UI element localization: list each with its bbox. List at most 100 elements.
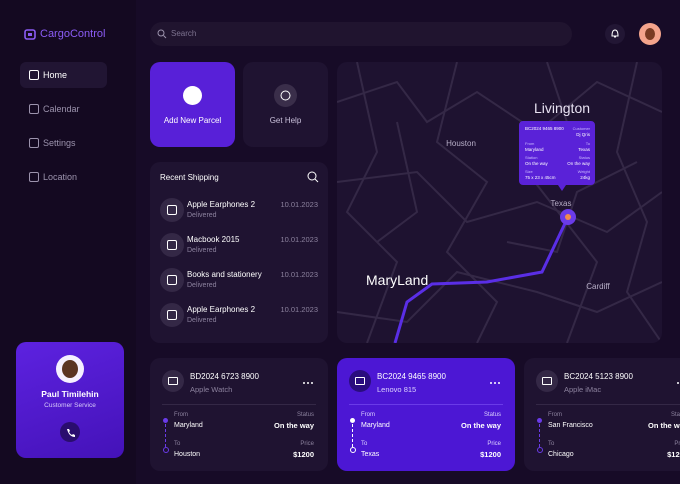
profile-avatar: [56, 355, 84, 383]
timeline-line: [539, 424, 540, 447]
nav-icon: [29, 104, 39, 114]
item-status: Delivered: [187, 212, 217, 219]
device-icon: [349, 370, 371, 392]
item-glyph: [167, 275, 177, 285]
from: Maryland: [174, 422, 203, 429]
map-popup: [519, 121, 595, 191]
menu-dot: [307, 382, 309, 384]
popup-text: Status: [579, 155, 590, 160]
item-icon: [160, 303, 184, 327]
timeline-dot: [350, 447, 356, 453]
timeline-dot: [537, 447, 543, 453]
card-device: Apple Watch: [190, 385, 233, 394]
item-status: Delivered: [187, 282, 217, 289]
divider: [349, 404, 503, 405]
item-glyph: [167, 240, 177, 250]
item-name: Books and stationery: [187, 270, 262, 279]
nav-item[interactable]: Calendar: [20, 96, 107, 122]
status: On the way: [647, 421, 680, 430]
menu-dot: [311, 382, 313, 384]
item-icon: [160, 198, 184, 222]
item-name: Macbook 2015: [187, 235, 240, 244]
notifications[interactable]: [605, 24, 625, 44]
price: $1200: [480, 450, 501, 459]
item-icon: [160, 233, 184, 257]
card-id: BC2024 9465 8900: [377, 372, 446, 381]
nav-icon: [29, 172, 39, 182]
card-id: BD2024 6723 8900: [190, 372, 259, 381]
price-label: Price: [300, 441, 314, 447]
action-label: Add New Parcel: [163, 116, 222, 125]
timeline-dot: [163, 447, 169, 453]
timeline-line: [352, 424, 353, 447]
logo-icon: [24, 29, 36, 40]
popup-text: Texas: [578, 147, 591, 152]
to: Texas: [361, 451, 380, 458]
user-avatar[interactable]: [639, 23, 661, 45]
item-name: Apple Earphones 2: [187, 200, 256, 209]
status-label: Status: [296, 412, 314, 418]
map: Livington Houston Texas MaryLand Cardiff…: [337, 62, 662, 343]
item-glyph: [167, 205, 177, 215]
popup-text: BC2024 9465 8900: [525, 126, 564, 131]
map-label: Livington: [534, 100, 590, 116]
from: San Francisco: [548, 422, 593, 429]
popup-text: To: [586, 141, 591, 146]
nav-item[interactable]: Location: [20, 164, 107, 190]
add-parcel-button[interactable]: Add New Parcel: [150, 62, 235, 147]
menu-dot: [490, 382, 492, 384]
menu-dot: [303, 382, 305, 384]
price-label: Price: [674, 441, 680, 447]
price-label: Price: [487, 441, 501, 447]
card-device: Apple iMac: [564, 385, 602, 394]
action-label: Get Help: [269, 116, 302, 125]
popup-text: Maryland: [525, 147, 544, 152]
from-label: From: [361, 412, 375, 418]
popup-text: 24kg: [580, 175, 590, 180]
to-label: To: [361, 441, 368, 447]
popup-text: On the way: [525, 161, 549, 166]
card-id: BC2024 5123 8900: [564, 372, 633, 381]
item-icon: [160, 268, 184, 292]
device-glyph: [355, 377, 365, 385]
nav-item[interactable]: Settings: [20, 130, 107, 156]
profile-card: Paul Timilehin Customer Service: [16, 342, 124, 458]
device-glyph: [168, 377, 178, 385]
nav-item[interactable]: Home: [20, 62, 107, 88]
profile-role: Customer Service: [44, 402, 96, 409]
device-icon: [162, 370, 184, 392]
from-label: From: [174, 412, 188, 418]
divider: [536, 404, 680, 405]
shipment-card[interactable]: BC2024 9465 8900 Lenovo 815 From Maryland St…: [337, 358, 515, 471]
to-label: To: [174, 441, 181, 447]
status: On the way: [273, 421, 314, 430]
status-label: Status: [670, 412, 680, 418]
brand: CargoControl: [40, 28, 106, 40]
to: Chicago: [548, 451, 574, 458]
shipment-card[interactable]: BC2024 5123 8900 Apple iMac From San Franci…: [524, 358, 680, 471]
section-title: Recent Shipping: [160, 173, 219, 182]
map-label: Houston: [446, 139, 476, 148]
timeline-dot: [163, 418, 168, 423]
timeline-dot: [350, 418, 355, 423]
popup-text: Dj Qris: [576, 132, 590, 137]
popup-text: On the way: [567, 161, 591, 166]
map-label: MaryLand: [366, 272, 428, 288]
item-name: Apple Earphones 2: [187, 305, 256, 314]
card-device: Lenovo 815: [377, 385, 417, 394]
get-help-button[interactable]: Get Help: [243, 62, 328, 147]
device-glyph: [542, 377, 552, 385]
call-button[interactable]: [60, 422, 80, 442]
popup-text: Station: [525, 155, 537, 160]
timeline-line: [165, 424, 166, 447]
search-bar[interactable]: Search: [150, 22, 572, 46]
from-label: From: [548, 412, 562, 418]
popup-text: Weight: [578, 169, 591, 174]
item-status: Delivered: [187, 317, 217, 324]
shipment-card[interactable]: BD2024 6723 8900 Apple Watch From Maryland S…: [150, 358, 328, 471]
route: [393, 216, 570, 343]
popup-text: Customer: [573, 126, 591, 131]
to-label: To: [548, 441, 555, 447]
item-status: Delivered: [187, 247, 217, 254]
popup-text: 75 x 23 x 45cm: [525, 175, 556, 180]
